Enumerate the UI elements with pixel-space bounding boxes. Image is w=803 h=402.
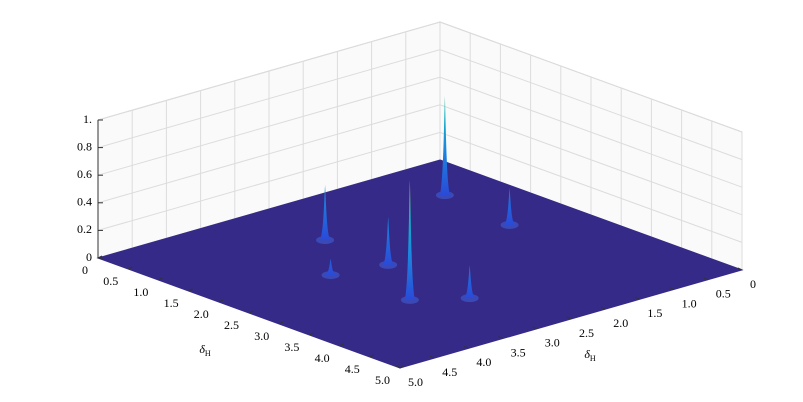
z-tick-label: 1. — [83, 112, 92, 126]
peak — [320, 184, 331, 241]
x-tick-label: 1.0 — [133, 285, 148, 299]
x-tick — [127, 266, 133, 270]
z-tick-label: 0.4 — [77, 195, 92, 209]
x-axis-label: δH — [199, 342, 211, 358]
x-tick — [158, 277, 163, 281]
y-tick-label: 1.0 — [682, 296, 697, 310]
x-tick-label: 3.5 — [284, 340, 299, 354]
peak — [404, 179, 415, 300]
y-tick-label: 1.5 — [647, 306, 662, 320]
x-tick-label: 4.0 — [315, 351, 330, 365]
peak — [504, 187, 515, 225]
x-tick — [248, 310, 254, 314]
y-tick — [532, 326, 538, 330]
y-tick-label: 5.0 — [408, 375, 423, 389]
x-tick-label: 5.0 — [375, 373, 390, 387]
y-tick-label: 4.5 — [442, 365, 457, 379]
y-tick-label: 4.0 — [476, 355, 491, 369]
peaks — [316, 95, 519, 304]
y-tick — [464, 345, 469, 349]
z-tick-label: 0.2 — [77, 222, 92, 236]
x-tick — [218, 299, 224, 303]
y-tick-label: 2.5 — [579, 326, 594, 340]
y-tick — [669, 287, 674, 291]
x-tick-label: 2.0 — [194, 307, 209, 321]
y-tick-label: 2.0 — [613, 316, 628, 330]
x-tick — [97, 255, 103, 259]
x-tick-label: 1.5 — [164, 296, 179, 310]
x-tick-label: 4.5 — [345, 362, 360, 376]
y-tick — [737, 267, 743, 271]
z-tick-label: 0.8 — [77, 139, 92, 153]
z-tick-label: 0 — [86, 250, 92, 264]
x-tick — [399, 365, 405, 369]
y-tick — [703, 277, 709, 281]
y-tick-label: 0 — [750, 277, 756, 291]
x-tick-label: 2.5 — [224, 318, 239, 332]
y-tick — [635, 296, 640, 300]
y-tick — [498, 336, 503, 340]
x-tick — [278, 321, 284, 325]
x-tick — [339, 343, 344, 347]
y-tick-label: 0.5 — [716, 287, 731, 301]
peak — [383, 216, 394, 265]
x-tick — [188, 288, 193, 292]
y-tick — [429, 355, 435, 359]
y-tick-label: 3.5 — [511, 345, 526, 359]
z-tick-label: 0.6 — [77, 167, 92, 181]
y-tick — [566, 316, 572, 320]
x-tick — [309, 332, 314, 336]
x-tick-label: 0 — [82, 263, 88, 277]
x-tick-label: 3.0 — [254, 329, 269, 343]
walls — [97, 21, 743, 271]
peak — [325, 258, 336, 276]
y-tick-label: 3.0 — [545, 336, 560, 350]
x-tick-label: 0.5 — [103, 274, 118, 288]
x-tick — [369, 354, 375, 358]
y-tick — [395, 365, 401, 369]
peak — [439, 95, 450, 196]
y-tick — [600, 306, 606, 310]
y-axis-label: δH — [584, 347, 596, 363]
labels: δH δH 00.20.40.60.81.00.51.01.52.02.53.0… — [77, 112, 756, 389]
peak — [464, 264, 475, 299]
